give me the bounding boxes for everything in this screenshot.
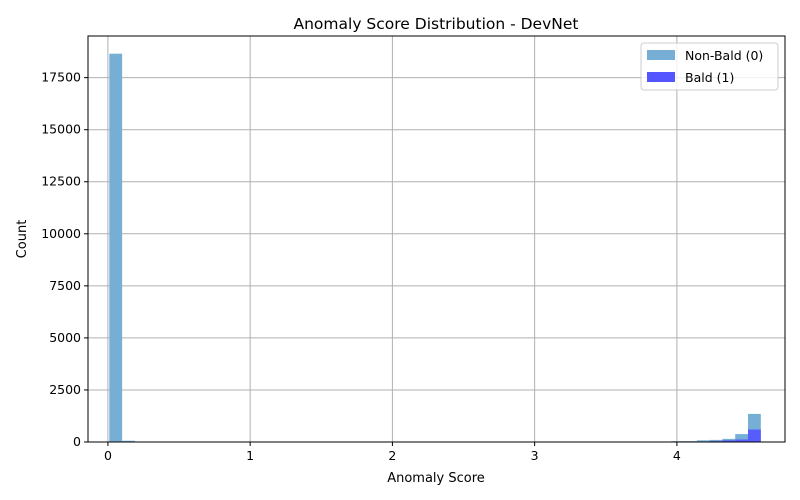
- y-tick-label: 10000: [41, 226, 81, 241]
- legend-swatch-non-bald: [647, 50, 675, 60]
- y-tick-label: 7500: [49, 278, 81, 293]
- y-tick-label: 0: [73, 434, 81, 449]
- y-tick-label: 2500: [49, 382, 81, 397]
- x-tick-label: 3: [531, 448, 539, 463]
- legend-box: [640, 42, 779, 91]
- y-tick-label: 12500: [41, 174, 81, 189]
- histogram-bar-non-bald: [109, 53, 123, 442]
- y-tick-label: 17500: [41, 70, 81, 85]
- y-axis-ticks: 0 2500 5000 7500 10000 12500 15000 17500: [41, 70, 88, 449]
- legend: Non-Bald (0) Bald (1): [640, 42, 779, 91]
- histogram-bar-non-bald: [696, 440, 710, 442]
- y-axis-label: Count: [15, 220, 30, 259]
- legend-label-non-bald: Non-Bald (0): [685, 48, 763, 63]
- histogram-bar-bald: [722, 440, 736, 442]
- x-tick-label: 4: [673, 448, 681, 463]
- y-tick-label: 5000: [49, 330, 81, 345]
- x-axis-label: Anomaly Score: [387, 471, 485, 486]
- legend-label-bald: Bald (1): [685, 70, 734, 85]
- x-tick-label: 0: [104, 448, 112, 463]
- legend-swatch-bald: [647, 72, 675, 82]
- histogram-bar-non-bald: [709, 439, 723, 442]
- chart-title: Anomaly Score Distribution - DevNet: [294, 15, 579, 33]
- x-axis-ticks: 0 1 2 3 4: [104, 442, 681, 463]
- histogram-bar-non-bald: [122, 440, 135, 442]
- histogram-bar-bald: [735, 439, 749, 442]
- x-tick-label: 1: [246, 448, 254, 463]
- plot-frame: [87, 35, 786, 443]
- histogram-bar-non-bald: [735, 434, 749, 442]
- grid-lines: [88, 36, 785, 443]
- histogram-bars: [109, 53, 761, 442]
- x-tick-label: 2: [388, 448, 396, 463]
- y-tick-label: 15000: [41, 122, 81, 137]
- histogram-bar-bald: [748, 429, 761, 442]
